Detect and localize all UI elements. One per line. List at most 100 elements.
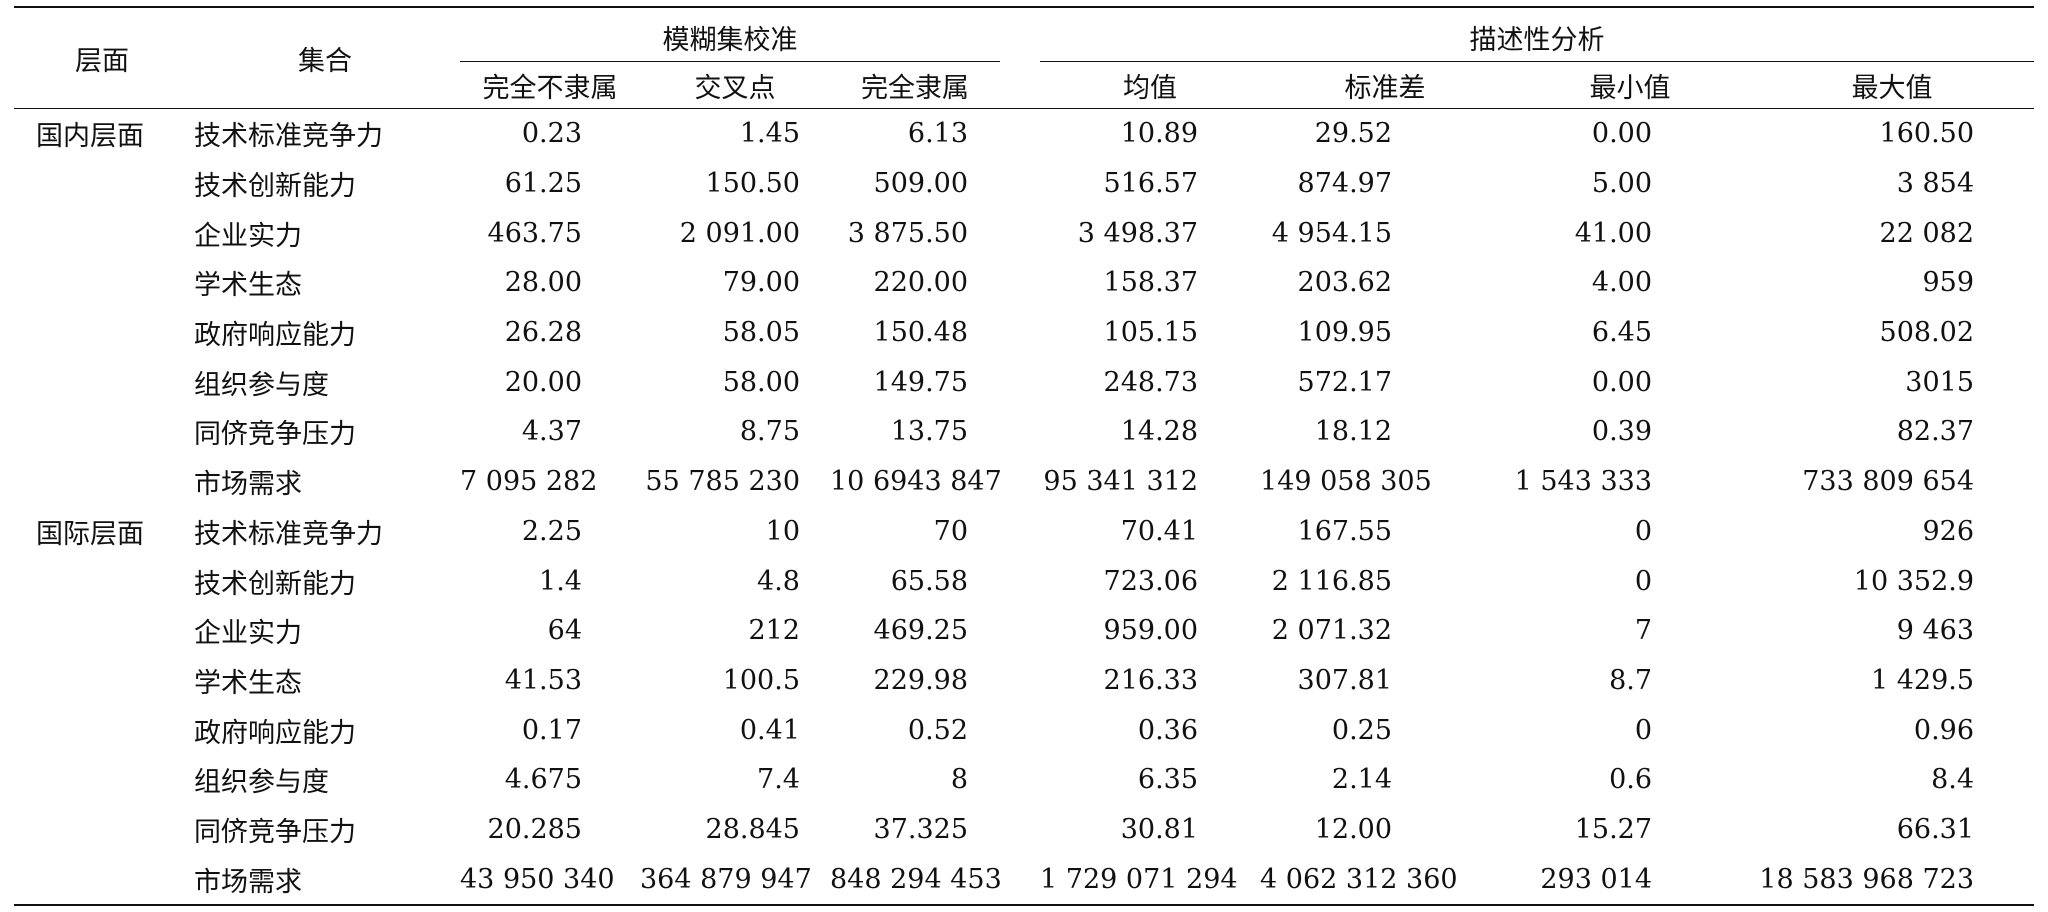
row-value: 158.37 (1103, 267, 1199, 299)
table-row: 学术生态 28.00 79.00 220.00 158.37 203.62 4.00 959 (14, 258, 2034, 308)
row-value: 874.97 (1297, 168, 1393, 200)
row-value: 5.00 (1591, 168, 1653, 200)
table-row: 政府响应能力 0.17 0.41 0.52 0.36 0.25 0 0.96 (14, 705, 2034, 755)
row-value: 14.28 (1120, 416, 1199, 448)
row-value: 203.62 (1297, 267, 1393, 299)
row-layer (14, 755, 190, 805)
row-value: 82.37 (1896, 416, 1975, 448)
row-value: 926 (1922, 515, 1975, 547)
row-layer (14, 854, 190, 905)
row-value: 12.00 (1314, 813, 1393, 845)
row-set: 企业实力 (194, 220, 302, 252)
row-set: 同侪竞争压力 (194, 816, 356, 848)
row-value: 4 954.15 (1271, 217, 1393, 249)
row-layer (14, 407, 190, 457)
header-row-1: 层面 集合 模糊集校准 描述性分析 (14, 7, 2035, 77)
header-set: 集合 (298, 45, 352, 77)
row-value: 733 809 654 (1802, 466, 1975, 498)
table-body: 国内层面 技术标准竞争力 0.23 1.45 6.13 10.89 29.52 0.00 160… (14, 109, 2035, 905)
row-value: 0.41 (739, 714, 800, 746)
row-value: 70.41 (1120, 515, 1199, 547)
row-value: 7 (1634, 615, 1653, 647)
row-value: 65.58 (890, 565, 969, 597)
row-value: 1 429.5 (1870, 664, 1975, 696)
row-value: 0.96 (1913, 714, 1975, 746)
row-value: 6.35 (1137, 764, 1199, 796)
header-col: 交叉点 (694, 72, 776, 104)
row-value: 3 498.37 (1077, 217, 1199, 249)
header-col: 完全不隶属 (482, 72, 618, 104)
row-layer (14, 208, 190, 258)
row-value: 8 (950, 764, 969, 796)
row-value: 95 341 312 (1043, 466, 1199, 498)
row-value: 58.05 (722, 317, 800, 349)
row-value: 0.00 (1591, 366, 1653, 398)
row-value: 160.50 (1879, 118, 1975, 150)
table-row: 企业实力 64 212 469.25 959.00 2 071.32 7 9 463 (14, 606, 2034, 656)
row-value: 70 (933, 515, 969, 547)
row-value: 516.57 (1103, 168, 1199, 200)
table-row: 技术创新能力 1.4 4.8 65.58 723.06 2 116.85 0 10 352.9 (14, 556, 2034, 606)
row-value: 37.325 (873, 813, 969, 845)
row-value: 463.75 (487, 217, 582, 249)
table-container: 层面 集合 模糊集校准 描述性分析 完全不隶属 交叉点 完全隶属 均值 标准差 … (14, 6, 2035, 906)
row-value: 1 729 071 294 (1040, 863, 1238, 895)
row-value: 2 116.85 (1271, 565, 1393, 597)
row-set: 政府响应能力 (194, 320, 356, 352)
row-value: 0.6 (1609, 764, 1653, 796)
row-value: 100.5 (722, 664, 800, 696)
row-value: 723.06 (1103, 565, 1199, 597)
row-value: 10 352.9 (1853, 565, 1975, 597)
row-value: 469.25 (873, 615, 969, 647)
row-value: 364 879 947 (640, 863, 812, 895)
row-value: 959.00 (1103, 615, 1199, 647)
table-row: 学术生态 41.53 100.5 229.98 216.33 307.81 8.7 1 429… (14, 656, 2034, 706)
row-value: 8.4 (1931, 764, 1975, 796)
row-layer (14, 159, 190, 209)
row-value: 4.37 (521, 416, 582, 448)
row-value: 848 294 453 (830, 863, 1002, 895)
row-set: 学术生态 (194, 270, 302, 302)
row-value: 4.675 (504, 764, 582, 796)
table-row: 技术创新能力 61.25 150.50 509.00 516.57 874.97 5.00 3… (14, 159, 2034, 209)
row-value: 2 091.00 (679, 217, 800, 249)
row-value: 0.52 (907, 714, 969, 746)
row-value: 216.33 (1103, 664, 1199, 696)
row-value: 2.14 (1331, 764, 1393, 796)
row-value: 212 (748, 615, 800, 647)
header-col: 最小值 (1589, 72, 1671, 104)
row-layer (14, 606, 190, 656)
header-col: 均值 (1123, 72, 1178, 104)
row-value: 307.81 (1297, 664, 1393, 696)
row-value: 10 (765, 515, 800, 547)
row-value: 150.50 (705, 168, 800, 200)
row-layer (14, 457, 190, 507)
row-value: 0.23 (521, 118, 582, 150)
row-value: 0 (1634, 714, 1653, 746)
row-value: 248.73 (1103, 366, 1199, 398)
row-set: 市场需求 (194, 866, 302, 898)
row-value: 10 6943 847 (830, 466, 1002, 498)
row-value: 6.13 (907, 118, 969, 150)
row-value: 41.53 (504, 664, 582, 696)
row-layer (14, 705, 190, 755)
row-set: 技术创新能力 (194, 171, 356, 203)
row-value: 43 950 340 (460, 863, 615, 895)
row-value: 41.00 (1574, 217, 1653, 249)
row-value: 0.25 (1331, 714, 1393, 746)
row-value: 0.36 (1137, 714, 1199, 746)
row-value: 28.845 (705, 813, 800, 845)
table-row: 企业实力 463.75 2 091.00 3 875.50 3 498.37 4 954.… (14, 208, 2034, 258)
row-value: 0.00 (1591, 118, 1653, 150)
group-calibration-label: 模糊集校准 (460, 18, 1001, 62)
row-set: 技术创新能力 (194, 568, 356, 600)
row-value: 10.89 (1120, 118, 1199, 150)
row-value: 149 058 305 (1260, 466, 1432, 498)
header-col: 最大值 (1851, 72, 1933, 104)
row-value: 0.39 (1591, 416, 1653, 448)
table-row: 国际层面 技术标准竞争力 2.25 10 70 70.41 167.55 0 926 (14, 507, 2034, 557)
table-row: 同侪竞争压力 4.37 8.75 13.75 14.28 18.12 0.39 82.37 (14, 407, 2034, 457)
row-value: 3015 (1905, 366, 1975, 398)
header-layer: 层面 (75, 45, 129, 77)
header-col: 完全隶属 (861, 72, 969, 104)
